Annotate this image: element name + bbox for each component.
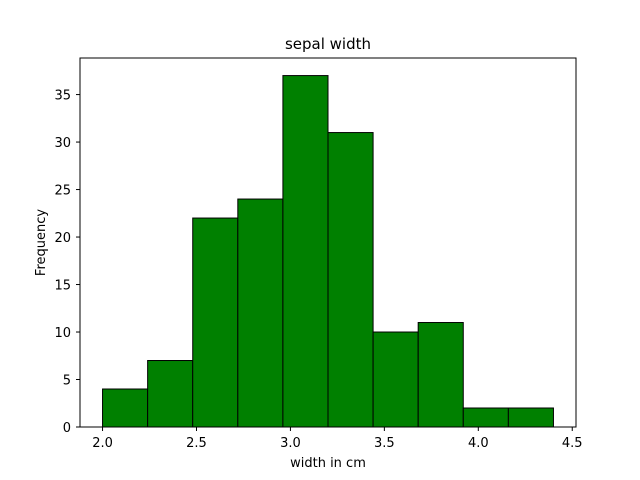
x-tick-label-5: 4.5 (562, 436, 583, 451)
bars-group (102, 75, 554, 428)
y-tick-label-3: 15 (54, 279, 71, 294)
x-tick-label-1: 2.5 (186, 436, 207, 451)
histogram-bar-5 (327, 132, 374, 428)
y-tick-label-0: 0 (63, 421, 71, 436)
histogram-bar-8 (462, 407, 509, 428)
y-axis-label: Frequency (34, 209, 49, 276)
y-tick-label-1: 5 (63, 374, 71, 389)
histogram-bar-0 (102, 388, 149, 428)
histogram-bar-7 (417, 322, 464, 428)
x-tick-label-0: 2.0 (92, 436, 113, 451)
y-tick-label-4: 20 (54, 231, 71, 246)
y-tick-label-2: 10 (54, 326, 71, 341)
histogram-bar-3 (237, 198, 284, 428)
y-tick-label-7: 35 (54, 89, 71, 104)
histogram-bar-9 (507, 407, 554, 428)
chart-title: sepal width (285, 35, 371, 53)
histogram-bar-4 (282, 75, 329, 428)
y-tick-label-6: 30 (54, 136, 71, 151)
axes-frame (79, 57, 577, 428)
histogram-bar-1 (147, 360, 194, 428)
histogram-bar-6 (372, 331, 419, 428)
x-tick-label-3: 3.5 (374, 436, 395, 451)
x-tick-label-2: 3.0 (280, 436, 301, 451)
x-axis-label: width in cm (290, 456, 366, 471)
x-tick-label-4: 4.0 (468, 436, 489, 451)
y-axis-ticks: 0 5 10 15 20 25 30 35 (54, 89, 80, 436)
y-tick-label-5: 25 (54, 184, 71, 199)
x-axis-ticks: 2.0 2.5 3.0 3.5 4.0 4.5 (92, 427, 583, 451)
histogram-bar-2 (192, 217, 239, 428)
